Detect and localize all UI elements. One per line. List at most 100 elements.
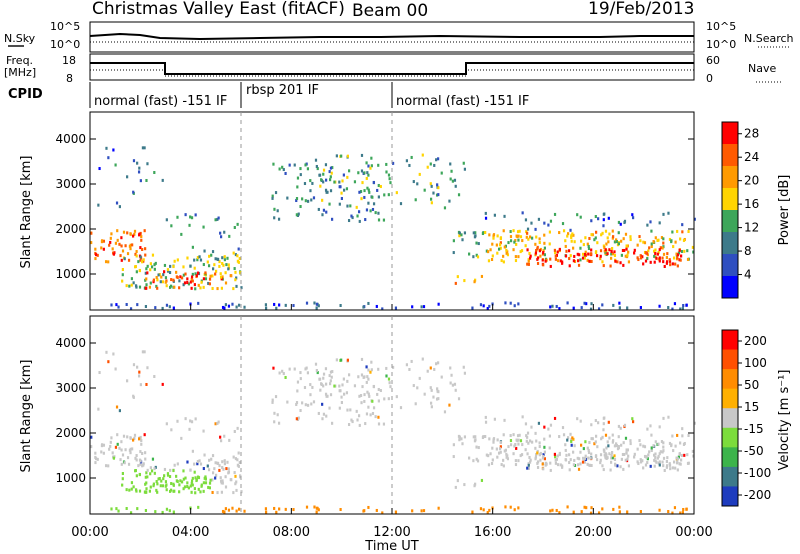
power-cell <box>128 244 132 248</box>
velocity-cell <box>330 421 334 425</box>
power-cell <box>173 259 176 263</box>
velocity-cell <box>679 511 682 515</box>
power-cell <box>627 250 630 254</box>
power-cell <box>671 307 674 311</box>
colorbar-tick-label: 24 <box>744 150 759 164</box>
power-cell <box>624 232 628 236</box>
power-cell <box>107 156 110 160</box>
velocity-cell <box>636 460 639 464</box>
power-cell <box>676 229 679 233</box>
power-cell <box>224 303 227 307</box>
power-cell <box>544 259 547 263</box>
power-cell <box>338 180 341 184</box>
velocity-cell <box>203 453 206 457</box>
velocity-cell <box>671 511 674 515</box>
velocity-cell <box>521 443 524 447</box>
xtick-label: 04:00 <box>172 525 209 540</box>
velocity-cell <box>329 393 333 397</box>
power-cell <box>597 307 601 311</box>
power-cell <box>650 229 653 233</box>
velocity-cell <box>208 458 211 462</box>
power-cell <box>165 303 169 307</box>
power-cell <box>622 263 625 267</box>
power-cell <box>146 271 149 275</box>
velocity-cell <box>322 412 326 416</box>
velocity-cell <box>663 468 666 472</box>
velocity-cell <box>489 452 492 456</box>
power-cell <box>660 236 664 240</box>
velocity-cell <box>281 369 284 373</box>
power-cell <box>668 237 672 241</box>
velocity-cell <box>543 457 547 461</box>
velocity-cell <box>644 463 648 467</box>
power-cell <box>611 236 614 240</box>
power-cell <box>346 204 349 208</box>
power-cell <box>216 257 220 261</box>
colorbar-tick-label: 20 <box>744 174 759 188</box>
power-cell <box>90 231 93 235</box>
power-cell <box>367 188 370 192</box>
velocity-cell <box>224 475 227 479</box>
power-cell <box>202 277 206 281</box>
power-cell <box>487 250 490 254</box>
velocity-cell <box>515 446 518 450</box>
power-ylabel: Slant Range [km] <box>19 156 34 269</box>
power-cell <box>626 244 629 248</box>
velocity-cell <box>158 477 161 481</box>
power-cell <box>353 180 357 184</box>
power-cell <box>366 171 369 175</box>
power-cell <box>529 254 532 258</box>
velocity-cell <box>586 462 589 466</box>
velocity-cell <box>278 507 281 511</box>
velocity-cell <box>349 408 352 412</box>
power-cell <box>132 234 135 238</box>
power-cell <box>676 256 679 260</box>
power-cell <box>681 223 684 227</box>
velocity-cell <box>361 385 364 389</box>
power-cell <box>136 303 139 307</box>
velocity-cell <box>582 456 585 460</box>
power-cell <box>234 253 237 257</box>
velocity-cell <box>507 445 510 449</box>
power-cell <box>216 287 219 291</box>
power-cell <box>315 302 318 306</box>
velocity-cell <box>233 429 236 433</box>
velocity-cell <box>117 509 120 513</box>
velocity-cell <box>674 466 677 470</box>
velocity-cell <box>569 432 572 436</box>
velocity-cell <box>363 399 366 403</box>
velocity-cell <box>626 457 629 461</box>
velocity-cell <box>108 447 111 451</box>
power-cell <box>381 307 384 311</box>
velocity-cell <box>571 436 574 440</box>
power-cell <box>618 301 621 305</box>
power-cell <box>491 254 494 258</box>
velocity-cell <box>329 382 332 386</box>
power-cell <box>652 249 656 253</box>
velocity-cell <box>339 508 342 512</box>
velocity-cell <box>583 505 586 509</box>
power-cell <box>288 163 291 167</box>
velocity-cell <box>127 462 131 466</box>
velocity-cell <box>389 385 392 389</box>
power-cell <box>542 251 545 255</box>
power-cell <box>345 187 349 191</box>
velocity-cell <box>165 488 168 492</box>
power-cell <box>479 303 483 307</box>
velocity-cell <box>338 384 341 388</box>
power-cell <box>499 241 502 245</box>
power-cell <box>639 239 642 243</box>
velocity-cell <box>161 510 164 514</box>
velocity-cell <box>451 383 454 387</box>
velocity-cell <box>208 481 212 485</box>
velocity-cell <box>499 445 502 449</box>
velocity-cell <box>303 386 307 390</box>
velocity-cell <box>671 466 674 470</box>
velocity-cell <box>141 464 144 468</box>
velocity-cell <box>189 484 192 488</box>
power-cell <box>676 264 679 268</box>
velocity-cell <box>564 443 567 447</box>
velocity-cell <box>549 468 552 472</box>
